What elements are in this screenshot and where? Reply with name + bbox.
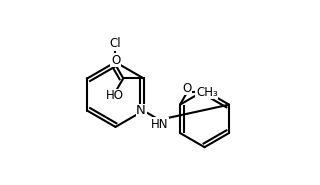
Text: CH₃: CH₃	[196, 86, 218, 99]
Text: Cl: Cl	[110, 37, 121, 50]
Text: HN: HN	[150, 118, 168, 131]
Text: N: N	[136, 104, 146, 117]
Text: O: O	[182, 82, 192, 95]
Text: O: O	[111, 54, 120, 67]
Text: HO: HO	[106, 89, 124, 102]
